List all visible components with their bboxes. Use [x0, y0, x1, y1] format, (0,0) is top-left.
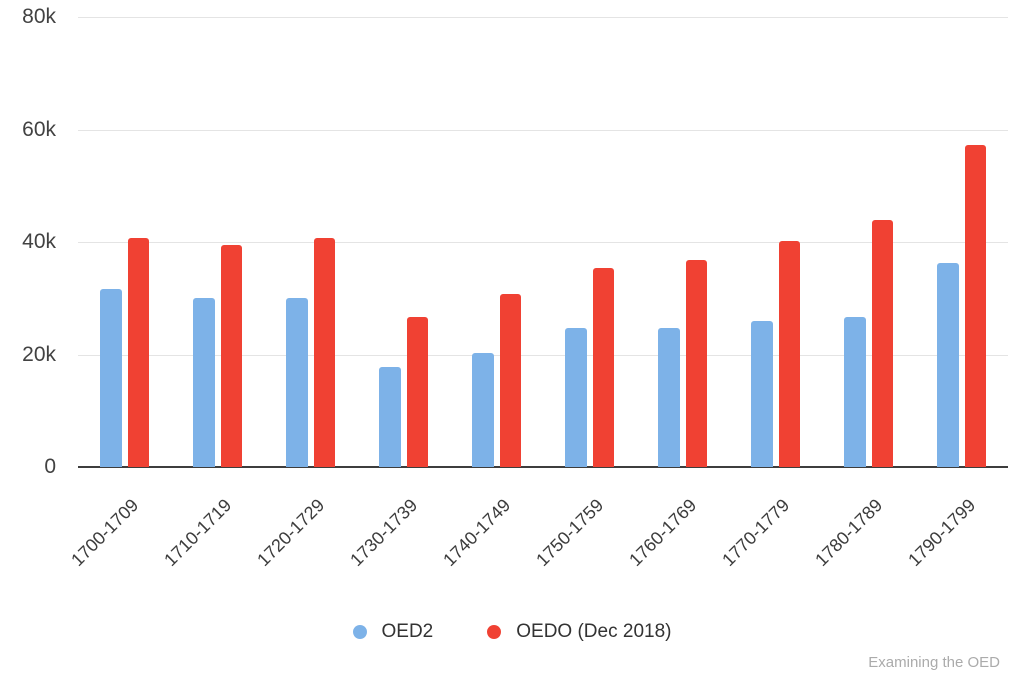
y-axis-tick-label: 80k: [22, 5, 56, 28]
bar-oedo-dec-2018-1740-1749[interactable]: [499, 293, 521, 467]
y-axis-tick-label: 60k: [22, 117, 56, 141]
gridline-60k: [78, 129, 1008, 131]
bar-oedo-dec-2018-1720-1729[interactable]: [313, 238, 335, 467]
bar-oed2-1790-1799[interactable]: [937, 263, 959, 467]
bar-oed2-1780-1789[interactable]: [844, 316, 866, 467]
x-axis-category-label: 1790-1799: [904, 495, 980, 571]
x-axis-category-label: 1780-1789: [811, 495, 887, 571]
legend-item-oedo-dec-2018: OEDO (Dec 2018): [487, 621, 671, 643]
bar-oed2-1770-1779[interactable]: [751, 321, 773, 467]
legend-swatch-icon: [352, 625, 367, 639]
bar-oedo-dec-2018-1730-1739[interactable]: [406, 316, 428, 467]
bar-oed2-1710-1719[interactable]: [193, 297, 215, 467]
bar-oed2-1720-1729[interactable]: [286, 297, 308, 467]
x-axis-category-label: 1730-1739: [346, 495, 422, 571]
y-axis-tick-label: 40k: [22, 230, 56, 253]
x-axis-line: [78, 466, 1008, 468]
legend: OED2 OEDO (Dec 2018): [0, 621, 1024, 643]
x-axis-category-label: 1760-1769: [625, 495, 701, 571]
y-axis-tick-label: 0: [44, 455, 56, 478]
legend-item-oed2: OED2: [352, 621, 434, 643]
gridline-20k: [78, 354, 1008, 356]
x-axis-category-label: 1700-1709: [67, 495, 143, 571]
gridline-80k: [78, 17, 1008, 18]
bar-oed2-1730-1739[interactable]: [379, 367, 401, 467]
bar-oedo-dec-2018-1760-1769[interactable]: [685, 260, 707, 467]
bar-oed2-1700-1709[interactable]: [100, 289, 122, 467]
y-axis-tick-label: 20k: [22, 342, 56, 366]
credit-text: Examining the OED: [868, 654, 1000, 671]
bar-oedo-dec-2018-1770-1779[interactable]: [778, 240, 800, 467]
bar-oedo-dec-2018-1700-1709[interactable]: [127, 237, 149, 467]
legend-series-label: OEDO (Dec 2018): [516, 621, 672, 642]
gridline-40k: [78, 242, 1008, 243]
x-axis-category-label: 1720-1729: [253, 495, 329, 571]
legend-swatch-icon: [487, 625, 502, 639]
bar-oedo-dec-2018-1750-1759[interactable]: [592, 268, 614, 467]
legend-series-label: OED2: [381, 621, 434, 642]
bar-oedo-dec-2018-1790-1799[interactable]: [964, 145, 986, 467]
x-axis-category-label: 1740-1749: [439, 495, 515, 571]
x-axis-category-label: 1770-1779: [718, 495, 794, 571]
bar-oedo-dec-2018-1780-1789[interactable]: [871, 220, 893, 467]
bar-oedo-dec-2018-1710-1719[interactable]: [220, 244, 242, 467]
bar-oed2-1740-1749[interactable]: [472, 353, 494, 467]
x-axis-category-label: 1750-1759: [532, 495, 608, 571]
bar-oed2-1750-1759[interactable]: [565, 327, 587, 467]
bar-oed2-1760-1769[interactable]: [658, 328, 680, 467]
x-axis-category-label: 1710-1719: [160, 495, 236, 571]
